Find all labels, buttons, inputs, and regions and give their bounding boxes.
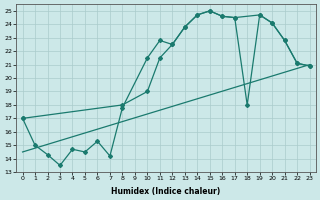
X-axis label: Humidex (Indice chaleur): Humidex (Indice chaleur) <box>111 187 221 196</box>
